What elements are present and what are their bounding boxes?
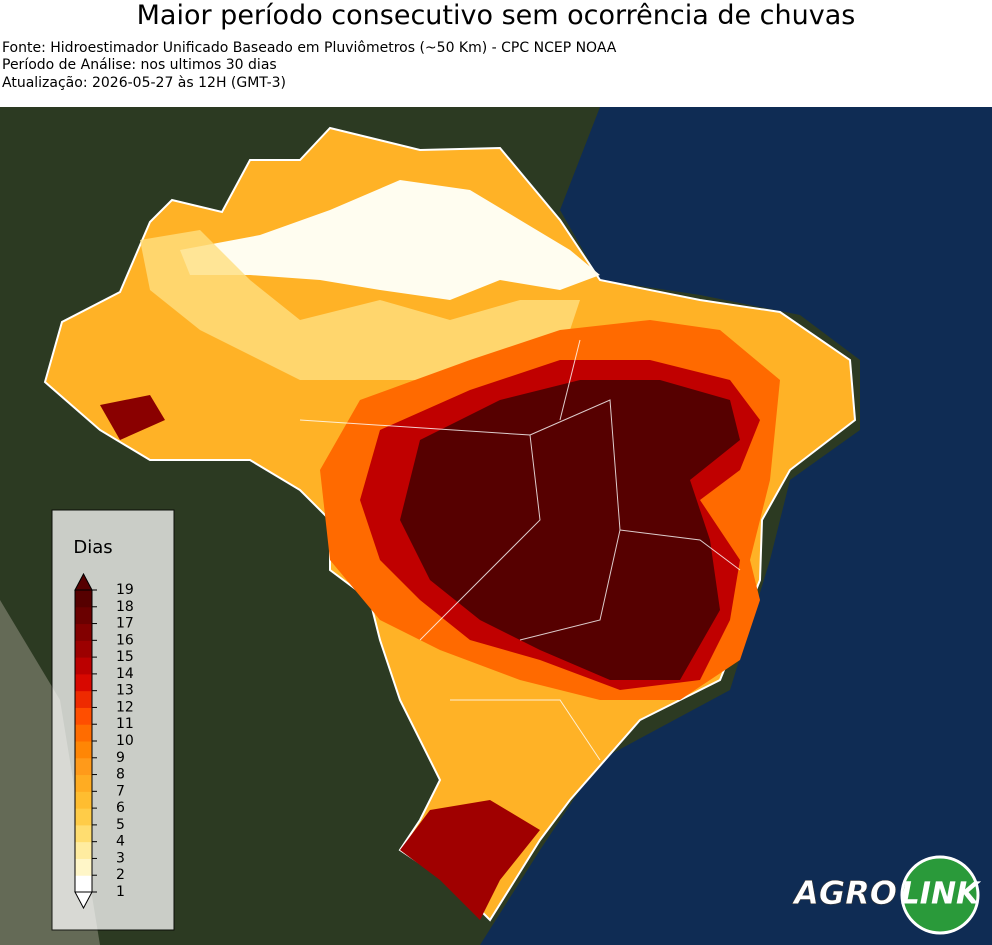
state-borders	[299, 339, 741, 761]
color-swatch	[75, 774, 92, 792]
color-swatch	[75, 791, 92, 809]
tick-label: 1	[116, 884, 125, 900]
tick-label: 7	[116, 783, 125, 799]
tick-label: 17	[116, 616, 134, 632]
color-swatch	[75, 640, 92, 658]
color-swatch	[75, 757, 92, 776]
logo-right: LINK	[901, 877, 982, 912]
color-swatch	[75, 623, 92, 641]
border	[299, 419, 541, 641]
color-swatch	[75, 858, 92, 876]
color-swatch	[75, 590, 92, 608]
tick-label: 18	[116, 599, 134, 615]
tick-label: 14	[116, 666, 134, 682]
logo-circle	[900, 855, 980, 935]
map-title: Maior período consecutivo sem ocorrência…	[136, 0, 856, 31]
south-region	[400, 800, 540, 920]
color-swatch	[75, 824, 92, 843]
tick-label: 9	[116, 750, 125, 766]
tick-label: 19	[116, 582, 134, 598]
tick-label: 8	[116, 767, 125, 783]
tick-label: 15	[116, 649, 134, 665]
yellow-region	[140, 230, 580, 380]
color-swatch	[75, 606, 92, 625]
period-line: Período de Análise: nos ultimos 30 dias	[2, 57, 277, 73]
tick-label: 10	[116, 733, 134, 749]
tick-label: 4	[116, 834, 125, 850]
color-swatch	[75, 841, 92, 859]
tick-label: 3	[116, 850, 125, 866]
dark-region	[400, 380, 740, 680]
light-region	[180, 180, 600, 300]
legend-box	[51, 509, 175, 931]
logo: AGRO LINK	[791, 855, 982, 935]
color-swatch	[75, 808, 92, 826]
tick-label: 5	[116, 817, 125, 833]
tick-label: 13	[116, 683, 134, 699]
update-line: Atualização: 2026-05-27 às 12H (GMT-3)	[2, 75, 286, 91]
color-swatch	[75, 707, 92, 725]
tick-label: 16	[116, 632, 134, 648]
tick-label: 12	[116, 699, 134, 715]
color-swatch	[75, 724, 92, 742]
color-swatch	[75, 875, 92, 893]
tick-label: 6	[116, 800, 125, 816]
color-swatch	[75, 690, 92, 708]
color-swatch	[75, 657, 92, 675]
tick-label: 11	[116, 716, 134, 732]
logo-left: AGRO	[791, 874, 897, 912]
color-swatch	[75, 673, 92, 692]
legend-title: Dias	[73, 537, 112, 558]
tick-label: 2	[116, 867, 125, 883]
west-spot	[100, 395, 165, 440]
border	[450, 339, 741, 761]
color-swatch	[75, 741, 92, 759]
source-line: Fonte: Hidroestimador Unificado Baseado …	[2, 40, 617, 56]
